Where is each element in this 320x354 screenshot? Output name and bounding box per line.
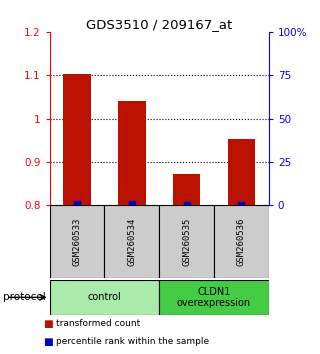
Bar [104,205,159,278]
Text: GSM260533: GSM260533 [73,217,82,266]
Point [129,201,134,207]
Bar [159,280,269,315]
Bar [214,205,269,278]
Bar [118,101,146,205]
Bar [173,174,200,205]
Bar [159,205,214,278]
Text: transformed count: transformed count [56,319,140,329]
Point [184,202,189,208]
Text: CLDN1
overexpression: CLDN1 overexpression [177,286,251,308]
Point [75,201,80,207]
Point [239,202,244,207]
Title: GDS3510 / 209167_at: GDS3510 / 209167_at [86,18,232,31]
Text: GSM260535: GSM260535 [182,217,191,266]
Text: control: control [88,292,121,302]
Text: ■: ■ [43,319,53,329]
Bar [63,74,91,205]
Text: ■: ■ [43,337,53,347]
Bar [228,139,255,205]
Bar [50,280,159,315]
Text: protocol: protocol [3,292,46,302]
Text: percentile rank within the sample: percentile rank within the sample [56,337,209,346]
Bar [50,205,104,278]
Text: GSM260534: GSM260534 [127,217,136,266]
Text: GSM260536: GSM260536 [237,217,246,266]
